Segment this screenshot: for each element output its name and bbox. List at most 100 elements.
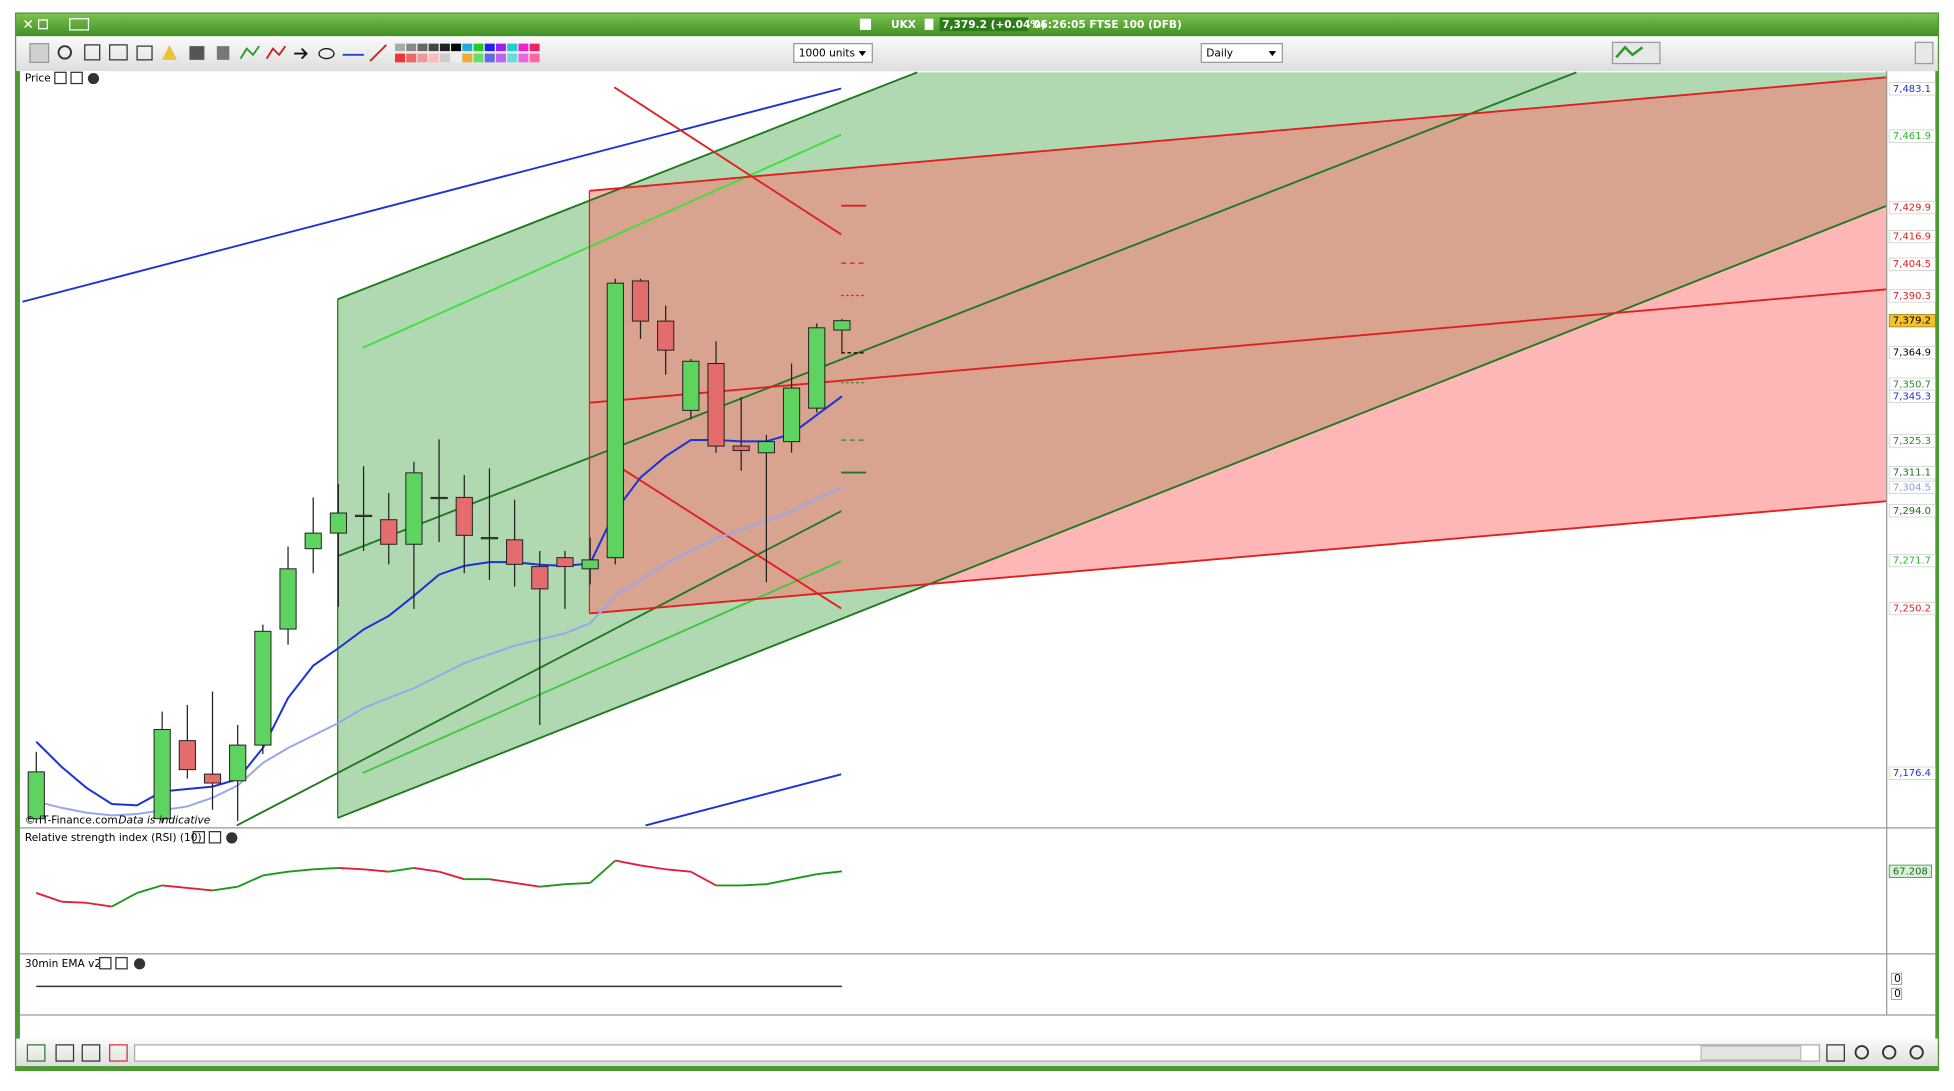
close-panel-icon[interactable] <box>87 72 100 85</box>
price-tag-label: 7,325.3 <box>1893 436 1931 447</box>
zoom-out[interactable] <box>1882 1045 1897 1060</box>
rsi-segment <box>690 870 717 887</box>
alert-tool[interactable] <box>162 44 177 60</box>
rsi-segment <box>212 885 238 892</box>
rsi-segment <box>589 859 616 884</box>
shape-tool[interactable] <box>318 48 335 60</box>
rsi-segment <box>61 900 87 904</box>
panel-title: 30min EMA v2 <box>25 958 101 970</box>
settings-icon[interactable] <box>54 71 67 85</box>
candle-body <box>556 557 574 568</box>
scroll-thumb[interactable] <box>1700 1045 1802 1061</box>
price-tag <box>1888 480 1936 494</box>
zoom-in[interactable] <box>1909 1045 1924 1060</box>
close-panel-icon[interactable] <box>133 958 146 970</box>
settings-icon[interactable] <box>99 956 112 970</box>
rsi-segment <box>86 901 112 908</box>
rsi-segment <box>162 884 188 889</box>
candle-body <box>531 566 549 590</box>
tool[interactable] <box>189 46 205 60</box>
watermark: © IT-Finance.com <box>25 814 118 826</box>
price-tag-label: 7,461.9 <box>1893 131 1931 142</box>
rsi-segment <box>640 864 666 871</box>
settings-icon[interactable] <box>192 831 205 844</box>
rsi-segment <box>237 874 264 888</box>
symbol: UKX <box>891 19 916 31</box>
bottom-tool[interactable] <box>1826 1044 1845 1062</box>
scrollbar[interactable] <box>133 1044 1821 1062</box>
refresh-button[interactable] <box>1914 41 1934 65</box>
trendline <box>589 76 1887 192</box>
rsi-segment <box>338 867 364 871</box>
price-tag <box>1888 466 1936 480</box>
value-tag-label: 0 <box>1894 973 1901 985</box>
candle-body <box>329 512 347 534</box>
candle-body <box>254 630 272 746</box>
rsi-segment <box>741 883 767 887</box>
candle-body <box>657 320 675 351</box>
bottom-tool[interactable] <box>55 1044 75 1062</box>
candle-body <box>480 537 499 540</box>
price-tag-label: 7,404.5 <box>1893 259 1931 270</box>
rsi-segment <box>489 878 515 884</box>
arrow-tool[interactable] <box>294 47 308 60</box>
price-tag-label: 7,304.5 <box>1893 482 1931 493</box>
price-tag-label: 7,250.2 <box>1893 604 1931 615</box>
quote: 7,379.2 (+0.04%) <box>942 19 1046 31</box>
color-palette[interactable] <box>395 43 540 63</box>
candle-body <box>732 445 750 452</box>
zoom-fit[interactable] <box>1854 1045 1869 1060</box>
price-tag-label: 7,311.1 <box>1893 468 1931 479</box>
chart-icon[interactable] <box>859 18 872 30</box>
price-tag <box>1888 766 1936 780</box>
price-tag <box>1888 434 1936 448</box>
rsi-segment <box>413 867 440 873</box>
candle-body <box>631 280 650 322</box>
maximize-icon[interactable] <box>208 831 222 844</box>
trendlines <box>22 71 1888 827</box>
rsi-segment <box>766 878 792 886</box>
close-icon[interactable]: ✕ <box>22 17 33 33</box>
info-icon[interactable] <box>924 18 934 30</box>
keyboard-icon[interactable] <box>69 18 90 31</box>
value-tag <box>1891 987 1903 1000</box>
maximize-icon[interactable] <box>115 956 128 970</box>
price-tag <box>1888 314 1936 328</box>
panel-header <box>21 829 241 846</box>
trendline <box>337 71 918 301</box>
maximize-icon[interactable] <box>70 71 83 85</box>
trend-tool[interactable] <box>369 44 387 62</box>
rsi-segment <box>111 892 138 908</box>
close-panel-icon[interactable] <box>226 832 238 844</box>
candle-body <box>27 771 45 820</box>
raff-tool[interactable] <box>109 44 128 61</box>
bottom-tool[interactable] <box>81 1044 101 1062</box>
rsi-segment <box>35 892 62 903</box>
value-tag-label: 67.208 <box>1893 866 1928 877</box>
data-marks <box>27 278 851 988</box>
trendline <box>613 463 842 610</box>
trendline <box>337 204 1888 819</box>
line-tool[interactable] <box>265 45 287 60</box>
price-tag <box>1888 229 1936 244</box>
rsi-segment <box>187 886 213 892</box>
interval-select[interactable] <box>1200 43 1283 63</box>
delete-tool[interactable] <box>216 46 230 60</box>
fib-tool[interactable] <box>84 44 101 61</box>
text-tool[interactable] <box>136 45 153 61</box>
price-tag-label: 7,364.9 <box>1893 348 1931 359</box>
candle-body <box>354 514 373 517</box>
restore-icon[interactable] <box>38 19 48 30</box>
rsi-segment <box>514 881 540 888</box>
zoom-tool[interactable] <box>57 45 72 60</box>
price-tag-label: 7,483.1 <box>1893 84 1931 95</box>
pointer-tool[interactable] <box>29 43 50 63</box>
line-tool[interactable] <box>239 45 260 60</box>
panel-header <box>21 71 106 87</box>
units-select[interactable] <box>793 43 873 63</box>
bottom-tool[interactable] <box>109 1044 128 1062</box>
candle-body <box>808 327 826 409</box>
bottom-tool[interactable] <box>26 1044 46 1062</box>
candle-body <box>229 744 247 782</box>
